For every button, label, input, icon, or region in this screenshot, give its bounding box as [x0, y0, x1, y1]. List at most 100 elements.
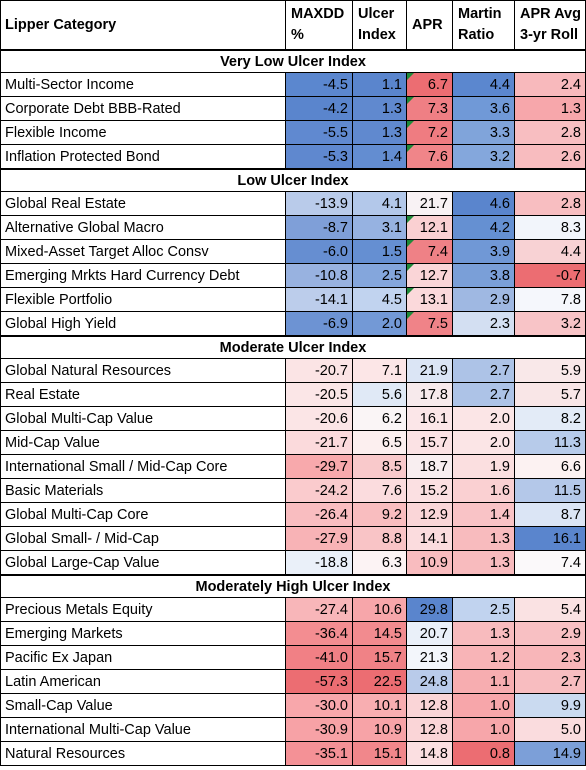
maxdd-cell: -20.6: [285, 406, 353, 431]
apr-avg-cell: 16.1: [514, 526, 586, 551]
apr-avg-cell: 9.9: [514, 693, 586, 718]
ulcer-index-cell: 15.7: [352, 645, 407, 670]
apr-cell: 18.7: [406, 454, 453, 479]
category-name: Multi-Sector Income: [0, 72, 286, 97]
ulcer-index-cell: 2.5: [352, 263, 407, 288]
apr-cell: 10.9: [406, 550, 453, 576]
table-row: Corporate Debt BBB-Rated -4.2 1.3 7.3 3.6 1.3: [0, 96, 586, 121]
table-row: Global Real Estate -13.9 4.1 21.7 4.6 2.8: [0, 191, 586, 216]
section-title: Moderate Ulcer Index: [0, 335, 586, 359]
category-name: Global Natural Resources: [0, 358, 286, 383]
table-row: Pacific Ex Japan -41.0 15.7 21.3 1.2 2.3: [0, 645, 586, 670]
ulcer-index-cell: 10.1: [352, 693, 407, 718]
apr-avg-cell: 2.9: [514, 621, 586, 646]
category-name: Emerging Mrkts Hard Currency Debt: [0, 263, 286, 288]
apr-cell: 7.6: [406, 144, 453, 170]
apr-cell: 7.4: [406, 239, 453, 264]
ulcer-index-cell: 4.1: [352, 191, 407, 216]
table-row: Global High Yield -6.9 2.0 7.5 2.3 3.2: [0, 311, 586, 337]
maxdd-cell: -5.3: [285, 144, 353, 170]
apr-cell: 12.8: [406, 717, 453, 742]
martin-ratio-cell: 3.8: [452, 263, 515, 288]
table-row: Emerging Markets -36.4 14.5 20.7 1.3 2.9: [0, 621, 586, 646]
maxdd-cell: -26.4: [285, 502, 353, 527]
apr-cell: 14.1: [406, 526, 453, 551]
martin-ratio-cell: 3.6: [452, 96, 515, 121]
martin-ratio-cell: 2.0: [452, 406, 515, 431]
ulcer-index-cell: 8.8: [352, 526, 407, 551]
apr-avg-cell: 7.4: [514, 550, 586, 576]
category-name: Global Small- / Mid-Cap: [0, 526, 286, 551]
header-maxdd: MAXDD %: [285, 0, 353, 51]
martin-ratio-cell: 1.9: [452, 454, 515, 479]
ulcer-index-cell: 22.5: [352, 669, 407, 694]
apr-avg-cell: 2.4: [514, 72, 586, 97]
ulcer-index-cell: 1.5: [352, 239, 407, 264]
category-name: Global Multi-Cap Value: [0, 406, 286, 431]
apr-cell: 15.2: [406, 478, 453, 503]
category-name: International Small / Mid-Cap Core: [0, 454, 286, 479]
category-name: Real Estate: [0, 382, 286, 407]
maxdd-cell: -4.5: [285, 72, 353, 97]
maxdd-cell: -6.9: [285, 311, 353, 337]
martin-ratio-cell: 1.2: [452, 645, 515, 670]
category-name: Mixed-Asset Target Alloc Consv: [0, 239, 286, 264]
maxdd-cell: -6.0: [285, 239, 353, 264]
apr-cell: 12.9: [406, 502, 453, 527]
ulcer-index-cell: 8.5: [352, 454, 407, 479]
apr-avg-cell: 5.0: [514, 717, 586, 742]
table-row: Natural Resources -35.1 15.1 14.8 0.8 14.9: [0, 741, 586, 766]
ulcer-index-cell: 3.1: [352, 215, 407, 240]
ulcer-index-cell: 2.0: [352, 311, 407, 337]
category-name: Basic Materials: [0, 478, 286, 503]
apr-cell: 15.7: [406, 430, 453, 455]
apr-cell: 13.1: [406, 287, 453, 312]
apr-cell: 7.2: [406, 120, 453, 145]
category-name: Precious Metals Equity: [0, 597, 286, 622]
apr-cell: 12.8: [406, 693, 453, 718]
martin-ratio-cell: 1.0: [452, 693, 515, 718]
apr-avg-cell: 8.2: [514, 406, 586, 431]
apr-cell: 7.5: [406, 311, 453, 337]
martin-ratio-cell: 2.3: [452, 311, 515, 337]
table-row: Global Small- / Mid-Cap -27.9 8.8 14.1 1.3 16…: [0, 526, 586, 551]
ulcer-index-cell: 7.6: [352, 478, 407, 503]
header-apr-avg-3yr-roll: APR Avg 3-yr Roll: [514, 0, 586, 51]
martin-ratio-cell: 1.0: [452, 717, 515, 742]
martin-ratio-cell: 2.9: [452, 287, 515, 312]
apr-avg-cell: 6.6: [514, 454, 586, 479]
martin-ratio-cell: 1.6: [452, 478, 515, 503]
category-name: Small-Cap Value: [0, 693, 286, 718]
table-row: Mixed-Asset Target Alloc Consv -6.0 1.5 7.4…: [0, 239, 586, 264]
apr-cell: 14.8: [406, 741, 453, 766]
apr-avg-cell: 2.8: [514, 120, 586, 145]
maxdd-cell: -29.7: [285, 454, 353, 479]
section-header-row: Very Low Ulcer Index: [0, 49, 586, 73]
category-name: Corporate Debt BBB-Rated: [0, 96, 286, 121]
martin-ratio-cell: 2.7: [452, 382, 515, 407]
apr-cell: 12.1: [406, 215, 453, 240]
apr-avg-cell: 2.7: [514, 669, 586, 694]
category-name: Latin American: [0, 669, 286, 694]
section-header-row: Moderate Ulcer Index: [0, 335, 586, 359]
martin-ratio-cell: 1.4: [452, 502, 515, 527]
apr-avg-cell: 3.2: [514, 311, 586, 337]
martin-ratio-cell: 2.0: [452, 430, 515, 455]
apr-cell: 24.8: [406, 669, 453, 694]
apr-avg-cell: 8.7: [514, 502, 586, 527]
ulcer-index-cell: 6.5: [352, 430, 407, 455]
martin-ratio-cell: 1.3: [452, 526, 515, 551]
maxdd-cell: -27.9: [285, 526, 353, 551]
apr-cell: 21.9: [406, 358, 453, 383]
table-row: Latin American -57.3 22.5 24.8 1.1 2.7: [0, 669, 586, 694]
category-name: Global High Yield: [0, 311, 286, 337]
apr-avg-cell: 2.6: [514, 144, 586, 170]
table-row: Inflation Protected Bond -5.3 1.4 7.6 3.2 2.6: [0, 144, 586, 170]
section-title: Low Ulcer Index: [0, 168, 586, 192]
ulcer-index-cell: 1.4: [352, 144, 407, 170]
section-header-row: Low Ulcer Index: [0, 168, 586, 192]
table-row: Flexible Income -5.5 1.3 7.2 3.3 2.8: [0, 120, 586, 145]
martin-ratio-cell: 2.7: [452, 358, 515, 383]
apr-cell: 21.7: [406, 191, 453, 216]
martin-ratio-cell: 4.6: [452, 191, 515, 216]
